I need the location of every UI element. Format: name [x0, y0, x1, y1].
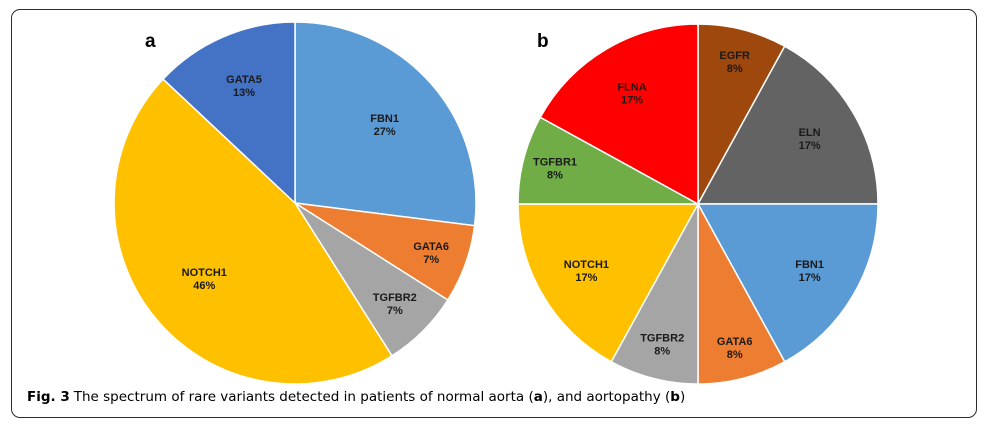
slice-percent-gata5: 13% [233, 87, 255, 99]
slice-percent-tgfbr2: 8% [654, 346, 670, 358]
slice-percent-notch1: 46% [193, 280, 215, 292]
slice-percent-egfr: 8% [727, 63, 743, 75]
slice-label-fbn1: FBN1 [795, 259, 824, 271]
slice-label-egfr: EGFR [719, 50, 750, 62]
pie-slice-tgfbr2 [610, 203, 699, 385]
pie-slice-eln [696, 45, 879, 205]
slice-label-gata6: GATA6 [717, 336, 753, 348]
slice-percent-eln: 17% [799, 140, 821, 152]
slice-label-gata5: GATA5 [226, 74, 262, 86]
slice-percent-gata6: 8% [727, 349, 743, 361]
slice-label-notch1: NOTCH1 [564, 259, 609, 271]
pie-slice-notch1 [517, 203, 700, 363]
slice-percent-fbn1: 27% [374, 126, 396, 138]
caption-figure-number: Fig. 3 [27, 389, 70, 405]
slice-percent-gata6: 7% [423, 254, 439, 266]
panel-label-a: a [145, 31, 156, 52]
slice-label-eln: ELN [799, 127, 821, 139]
slice-label-tgfbr1: TGFBR1 [533, 156, 577, 168]
panel-label-b: b [537, 31, 549, 52]
pie-slice-gata5 [161, 21, 296, 205]
caption-text-2: ), and aortopathy ( [542, 389, 671, 405]
pie-slice-egfr [697, 23, 786, 205]
caption-ref-b: b [670, 389, 680, 405]
slice-percent-flna: 17% [621, 94, 643, 106]
pie-slice-flna [539, 23, 699, 206]
slice-label-fbn1: FBN1 [370, 113, 399, 125]
caption-text-3: ) [679, 389, 686, 405]
slice-label-tgfbr2: TGFBR2 [373, 292, 417, 304]
slice-label-gata6: GATA6 [413, 241, 449, 253]
slice-percent-tgfbr2: 7% [387, 305, 403, 317]
slice-label-tgfbr2: TGFBR2 [640, 333, 684, 345]
slice-percent-fbn1: 17% [799, 272, 821, 284]
slice-percent-tgfbr1: 8% [547, 169, 563, 181]
figure-caption: Fig. 3 The spectrum of rare variants dete… [27, 389, 685, 405]
pie-slice-fbn1 [696, 203, 879, 363]
pie-chart-b: EGFR8%ELN17%FBN117%GATA68%TGFBR28%NOTCH1… [517, 23, 879, 385]
slice-label-notch1: NOTCH1 [182, 267, 227, 279]
slice-percent-notch1: 17% [575, 272, 597, 284]
caption-text-1: The spectrum of rare variants detected i… [73, 389, 534, 405]
pie-slice-fbn1 [294, 21, 477, 227]
slice-label-flna: FLNA [617, 81, 646, 93]
pie-slice-gata6 [697, 203, 786, 385]
pie-slice-notch1 [113, 78, 394, 385]
pie-slice-tgfbr1 [517, 116, 699, 205]
caption-ref-a: a [533, 389, 543, 405]
